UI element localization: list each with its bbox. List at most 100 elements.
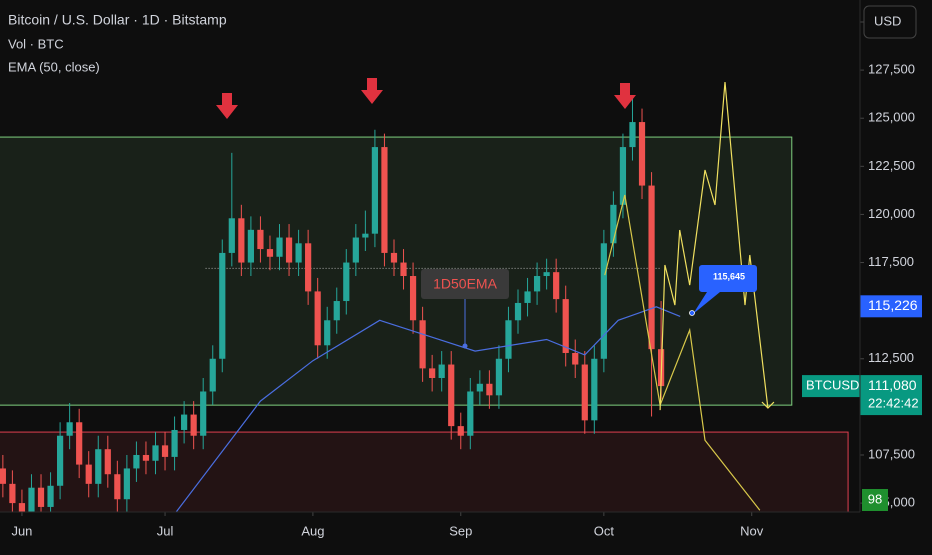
callout-dot xyxy=(689,310,695,316)
currency[interactable]: USD xyxy=(874,13,901,28)
chart-title: Bitcoin / U.S. Dollar · 1D · Bitstamp xyxy=(8,12,227,28)
candle-body xyxy=(200,391,207,436)
axes: 105,000107,500110,000112,500115,000117,5… xyxy=(11,13,922,538)
annotation-dot xyxy=(462,343,468,349)
y-tick-label: 107,500 xyxy=(868,446,915,461)
candle-body xyxy=(514,302,522,321)
candle-body xyxy=(362,233,369,238)
arrow xyxy=(614,83,636,109)
zone xyxy=(0,136,793,406)
arrow xyxy=(361,78,383,104)
candle-body xyxy=(181,414,188,430)
candle-body xyxy=(219,252,226,359)
candle-body xyxy=(409,276,417,321)
candle-body xyxy=(610,204,617,244)
candle-body xyxy=(629,122,636,148)
candle-body xyxy=(495,358,503,396)
volume-label-box xyxy=(862,489,888,511)
candle-body xyxy=(486,383,493,396)
price-label: 115,226 xyxy=(868,297,918,313)
candle-body xyxy=(114,474,121,500)
candle-body xyxy=(600,243,607,359)
candle-body xyxy=(104,449,111,475)
y-tick-label: 122,500 xyxy=(868,158,915,173)
candle-body xyxy=(371,147,379,234)
x-tick-label: Aug xyxy=(301,523,324,538)
candle-body xyxy=(228,218,235,253)
candle-body xyxy=(314,291,321,346)
candle-body xyxy=(448,364,455,427)
candle-body xyxy=(28,487,35,512)
candle-body xyxy=(305,243,312,292)
symbol-box xyxy=(802,375,860,398)
candle-body xyxy=(543,272,550,277)
candle-body xyxy=(352,237,359,263)
plot-area: 1D50EMA 115,645 xyxy=(0,81,849,512)
callout xyxy=(693,265,757,314)
candle-body xyxy=(524,291,531,303)
x-tick-label: Oct xyxy=(594,523,615,538)
candle-body xyxy=(381,147,388,253)
candle-body xyxy=(648,185,655,350)
zone xyxy=(0,431,849,512)
price-label-time: 22:42:42 xyxy=(868,396,919,411)
candle-body xyxy=(533,276,541,292)
candle-body xyxy=(257,229,264,250)
candle-body xyxy=(591,358,598,421)
candle-body xyxy=(161,445,169,457)
volume-legend: Vol · BTC xyxy=(8,36,64,51)
arrows xyxy=(216,78,636,119)
indicator-legend: EMA (50, close) xyxy=(8,59,100,74)
y-tick-label: 127,500 xyxy=(868,62,915,77)
candle-body xyxy=(152,445,159,461)
candle-body xyxy=(37,487,45,507)
candle-body xyxy=(95,449,102,484)
candle-body xyxy=(190,414,197,436)
candle-body xyxy=(276,237,283,257)
candle-body xyxy=(66,422,73,436)
candle-body xyxy=(171,429,178,457)
candle-body xyxy=(457,426,464,436)
candle-body xyxy=(581,364,588,421)
candle-body xyxy=(390,252,398,263)
candle-body xyxy=(553,272,560,300)
candle-body xyxy=(324,320,331,346)
annotation-text: 1D50EMA xyxy=(433,276,497,292)
candle-body xyxy=(476,383,483,392)
annotation-box xyxy=(421,269,509,299)
y-tick-label: 120,000 xyxy=(868,206,915,221)
candle-body xyxy=(247,229,254,263)
projection-arrow xyxy=(761,401,775,409)
candle-body xyxy=(56,435,64,486)
candle-body xyxy=(238,218,245,263)
x-tick-label: Sep xyxy=(449,523,472,538)
x-tick-label: Nov xyxy=(740,523,764,538)
candle-body xyxy=(0,468,6,484)
price-label: 111,080 xyxy=(868,377,917,393)
y-tick-label: 117,500 xyxy=(868,254,914,269)
price-label-box xyxy=(860,295,922,318)
candle-body xyxy=(142,454,150,461)
candle-body xyxy=(562,299,569,353)
candle-body xyxy=(47,485,54,507)
candle-body xyxy=(505,320,512,359)
callout-text: 115,645 xyxy=(713,271,745,281)
candle-body xyxy=(419,320,426,369)
candle-body xyxy=(76,422,83,465)
candle-body xyxy=(85,464,92,484)
candle-body xyxy=(285,237,293,263)
y-tick-label: 125,000 xyxy=(868,110,915,125)
candle-body xyxy=(467,391,474,436)
candle-body xyxy=(400,262,407,277)
candle-body xyxy=(619,147,627,205)
candle-body xyxy=(343,262,350,302)
y-tick-label: 112,500 xyxy=(868,350,914,365)
candle-body xyxy=(133,454,140,469)
ema-line xyxy=(175,306,681,512)
candle-body xyxy=(429,368,436,379)
arrow xyxy=(216,93,238,119)
currency-button[interactable] xyxy=(863,5,917,39)
candle-body xyxy=(295,243,302,263)
price-label-box xyxy=(860,375,922,416)
